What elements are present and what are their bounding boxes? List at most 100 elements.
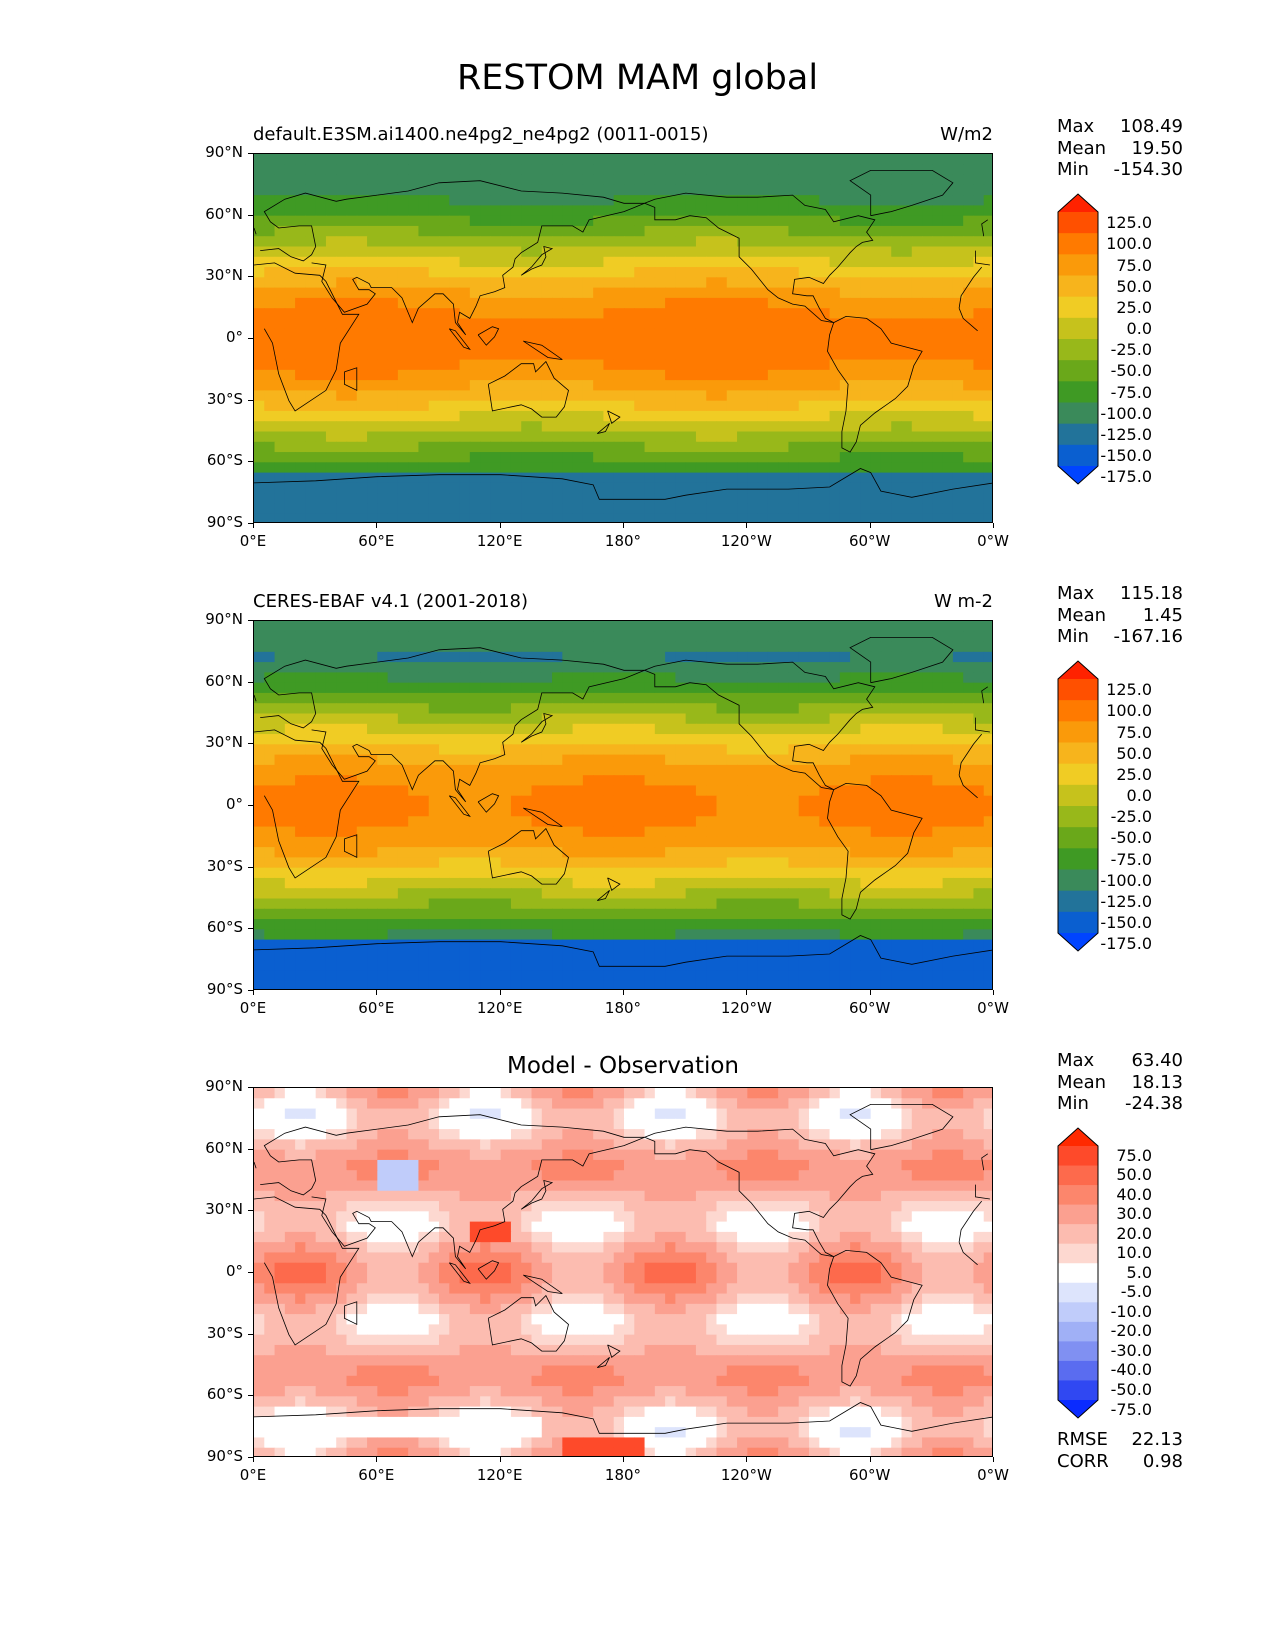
lat-tick-label: 60°N [205, 671, 243, 690]
coastline [260, 659, 378, 729]
map-canvas [254, 154, 992, 522]
coastline [523, 807, 563, 827]
colorbar-tick-label: -50.0 [1110, 361, 1152, 381]
coastline [981, 1153, 989, 1171]
colorbar-tick-label: -50.0 [1110, 1380, 1152, 1399]
colorbar-extend-max [1058, 194, 1098, 212]
colorbar-extend-min [1058, 1400, 1098, 1418]
lat-tick-label: 30°N [205, 1200, 243, 1219]
stat-label: Mean [1057, 1071, 1107, 1093]
coastline [644, 659, 876, 790]
coastline [254, 1196, 360, 1346]
colorbar-tick-label: 125.0 [1106, 213, 1152, 233]
colorbar-tick-label: -50.0 [1110, 828, 1152, 848]
stat-label: Max [1057, 116, 1095, 137]
coastline [344, 1301, 358, 1326]
coastline [597, 1356, 610, 1368]
lon-tick-mark [376, 1457, 378, 1462]
stat-value: 18.13 [1131, 1071, 1183, 1093]
colorbar-segment [1058, 381, 1098, 403]
filled-contours [254, 621, 992, 989]
map-canvas [254, 621, 992, 989]
lat-tick-mark [248, 1395, 253, 1397]
lon-tick-mark [253, 1457, 254, 1462]
lon-tick-mark [993, 1457, 994, 1462]
lon-tick-label: 60°W [848, 999, 891, 1017]
lon-tick-label: 120°W [720, 999, 772, 1017]
lat-tick-mark [248, 523, 253, 524]
stat-label: Max [1057, 1050, 1095, 1071]
colorbar-segment [1058, 1224, 1098, 1245]
coastlines [254, 636, 992, 967]
stat-label: Min [1057, 159, 1089, 180]
colorbar-segment [1058, 317, 1098, 340]
coastline [597, 422, 610, 434]
lat-tick-label: 60°S [206, 1385, 243, 1404]
colorbar-tick-label: -175.0 [1100, 467, 1152, 487]
stat-value: 108.49 [1120, 116, 1183, 137]
coastline [448, 328, 471, 351]
lat-tick-label: 60°S [206, 451, 243, 470]
colorbar-segment [1058, 1204, 1098, 1225]
coastline [377, 180, 645, 204]
coastline [344, 367, 358, 392]
colorbar-segment [1058, 827, 1098, 849]
colorbar-segment [1058, 339, 1098, 361]
coastline [981, 686, 989, 704]
colorbar [1057, 1127, 1099, 1419]
colorbar-tick-label: -75.0 [1110, 382, 1152, 402]
lat-tick-label: 0° [225, 328, 243, 346]
lon-tick-mark [499, 990, 501, 995]
coastline [254, 1402, 992, 1434]
coastline [849, 169, 954, 217]
lat-tick-mark [248, 338, 253, 339]
lon-tick-mark [993, 990, 994, 995]
stat-value: 0.98 [1142, 1450, 1183, 1472]
lon-tick-label: 0°E [239, 999, 267, 1017]
lat-tick-label: 90°S [206, 513, 243, 531]
figure-title: RESTOM MAM global [456, 58, 819, 98]
lat-tick-mark [248, 805, 253, 806]
stat-label: CORR [1057, 1450, 1109, 1472]
stat-value: 115.18 [1120, 583, 1183, 604]
coastline [958, 1200, 983, 1243]
colorbar-tick-label: 25.0 [1116, 764, 1152, 784]
coastline [477, 793, 500, 813]
colorbar-tick-label: 50.0 [1116, 743, 1152, 763]
coastline [311, 669, 645, 803]
map-diff [253, 1087, 993, 1457]
lat-tick-mark [248, 990, 253, 991]
stat-row: Min -167.16 [1057, 626, 1183, 648]
lon-tick-mark [869, 1457, 871, 1462]
lat-tick-mark [248, 214, 253, 216]
colorbar-tick-label: -150.0 [1100, 913, 1152, 932]
colorbar-segment [1058, 1360, 1098, 1381]
colorbar-segment [1058, 1165, 1098, 1186]
stat-value: 19.50 [1131, 137, 1183, 159]
stat-label: Max [1057, 583, 1095, 604]
colorbar-extend-min [1058, 466, 1098, 484]
stat-value: -24.38 [1124, 1093, 1183, 1114]
panel-title: default.E3SM.ai1400.ne4pg2_ne4pg2 (0011-… [253, 124, 709, 145]
map-obs [253, 620, 993, 990]
coastline [311, 1136, 645, 1270]
lat-tick-label: 30°S [206, 1323, 243, 1342]
stat-value: 63.40 [1131, 1050, 1183, 1071]
filled-contours [254, 1088, 992, 1456]
lat-tick-label: 30°S [206, 856, 243, 875]
colorbar-segment [1058, 212, 1098, 234]
colorbar-segment [1058, 848, 1098, 870]
lat-tick-mark [248, 1333, 253, 1335]
stat-row: Min -154.30 [1057, 159, 1183, 181]
lon-tick-mark [376, 523, 378, 528]
coastline [827, 782, 923, 920]
colorbar-segment [1058, 402, 1098, 425]
lat-tick-label: 90°N [205, 1077, 243, 1095]
coastline [958, 775, 978, 799]
colorbar-segment [1058, 254, 1098, 276]
lat-tick-mark [248, 1272, 253, 1273]
coastline [254, 729, 360, 879]
colorbar-segment [1058, 1146, 1098, 1167]
lon-tick-label: 120°W [720, 532, 772, 550]
colorbar-segment [1058, 700, 1098, 722]
